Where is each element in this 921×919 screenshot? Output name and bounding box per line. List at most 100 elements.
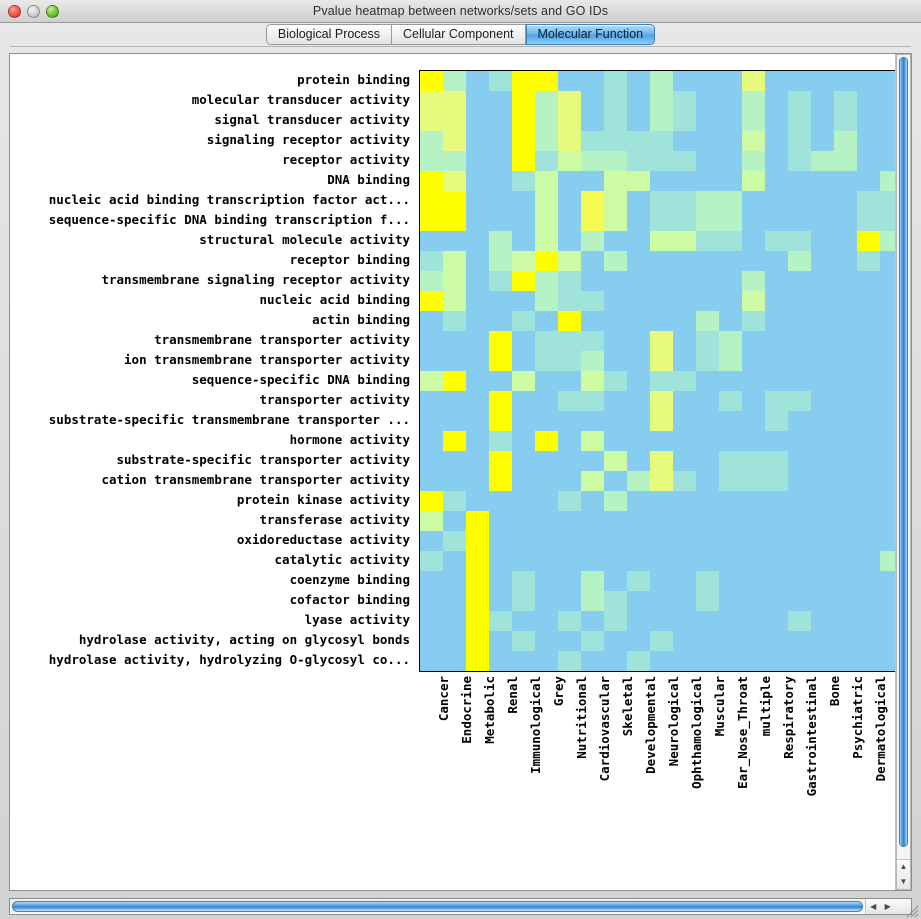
heatmap-cell[interactable] [489, 351, 512, 371]
heatmap-cell[interactable] [696, 511, 719, 531]
heatmap-cell[interactable] [788, 451, 811, 471]
heatmap-cell[interactable] [788, 71, 811, 91]
heatmap-cell[interactable] [604, 491, 627, 511]
heatmap-cell[interactable] [742, 631, 765, 651]
heatmap-cell[interactable] [834, 431, 857, 451]
heatmap-cell[interactable] [489, 531, 512, 551]
heatmap-cell[interactable] [420, 411, 443, 431]
heatmap-cell[interactable] [880, 551, 895, 571]
heatmap-cell[interactable] [811, 371, 834, 391]
heatmap-cell[interactable] [512, 211, 535, 231]
heatmap-cell[interactable] [535, 131, 558, 151]
heatmap-cell[interactable] [581, 91, 604, 111]
heatmap-cell[interactable] [811, 431, 834, 451]
heatmap-cell[interactable] [742, 451, 765, 471]
heatmap-cell[interactable] [765, 371, 788, 391]
heatmap-cell[interactable] [834, 391, 857, 411]
heatmap-cell[interactable] [742, 251, 765, 271]
heatmap-cell[interactable] [489, 391, 512, 411]
heatmap-cell[interactable] [673, 131, 696, 151]
heatmap-cell[interactable] [604, 531, 627, 551]
heatmap-cell[interactable] [650, 651, 673, 671]
heatmap-cell[interactable] [857, 171, 880, 191]
heatmap-cell[interactable] [489, 471, 512, 491]
heatmap-cell[interactable] [512, 131, 535, 151]
heatmap-cell[interactable] [535, 431, 558, 451]
heatmap-cell[interactable] [650, 571, 673, 591]
heatmap-cell[interactable] [834, 351, 857, 371]
heatmap-cell[interactable] [650, 531, 673, 551]
heatmap-cell[interactable] [443, 431, 466, 451]
horizontal-scrollbar-thumb[interactable] [12, 901, 863, 912]
heatmap-cell[interactable] [535, 331, 558, 351]
heatmap-cell[interactable] [604, 651, 627, 671]
heatmap-cell[interactable] [535, 191, 558, 211]
heatmap-cell[interactable] [489, 411, 512, 431]
heatmap-cell[interactable] [466, 271, 489, 291]
heatmap-cell[interactable] [466, 571, 489, 591]
heatmap-cell[interactable] [650, 151, 673, 171]
heatmap-cell[interactable] [535, 591, 558, 611]
heatmap-cell[interactable] [420, 591, 443, 611]
heatmap-cell[interactable] [696, 431, 719, 451]
heatmap-cell[interactable] [420, 331, 443, 351]
heatmap-cell[interactable] [558, 191, 581, 211]
heatmap-cell[interactable] [673, 511, 696, 531]
heatmap-cell[interactable] [604, 251, 627, 271]
heatmap-cell[interactable] [627, 451, 650, 471]
heatmap-cell[interactable] [765, 71, 788, 91]
heatmap-cell[interactable] [581, 391, 604, 411]
heatmap-cell[interactable] [581, 591, 604, 611]
heatmap-cell[interactable] [489, 171, 512, 191]
heatmap-cell[interactable] [466, 531, 489, 551]
heatmap-cell[interactable] [581, 211, 604, 231]
heatmap-cell[interactable] [788, 391, 811, 411]
heatmap-cell[interactable] [650, 191, 673, 211]
heatmap-cell[interactable] [719, 211, 742, 231]
heatmap-cell[interactable] [627, 431, 650, 451]
heatmap-cell[interactable] [512, 551, 535, 571]
heatmap-cell[interactable] [558, 311, 581, 331]
heatmap-cell[interactable] [857, 271, 880, 291]
heatmap-cell[interactable] [834, 571, 857, 591]
heatmap-cell[interactable] [650, 411, 673, 431]
heatmap-cell[interactable] [696, 111, 719, 131]
heatmap-cell[interactable] [719, 611, 742, 631]
heatmap-cell[interactable] [696, 331, 719, 351]
heatmap-cell[interactable] [719, 311, 742, 331]
heatmap-cell[interactable] [811, 491, 834, 511]
heatmap-cell[interactable] [880, 71, 895, 91]
heatmap-cell[interactable] [650, 491, 673, 511]
heatmap-cell[interactable] [857, 611, 880, 631]
heatmap-cell[interactable] [765, 551, 788, 571]
heatmap-cell[interactable] [420, 171, 443, 191]
heatmap-cell[interactable] [512, 111, 535, 131]
heatmap-cell[interactable] [742, 271, 765, 291]
heatmap-cell[interactable] [512, 191, 535, 211]
heatmap-cell[interactable] [765, 391, 788, 411]
heatmap-cell[interactable] [581, 271, 604, 291]
heatmap-cell[interactable] [466, 491, 489, 511]
heatmap-cell[interactable] [765, 331, 788, 351]
heatmap-cell[interactable] [466, 91, 489, 111]
heatmap-cell[interactable] [673, 491, 696, 511]
heatmap-cell[interactable] [719, 131, 742, 151]
heatmap-cell[interactable] [489, 451, 512, 471]
heatmap-cell[interactable] [627, 131, 650, 151]
minimize-button[interactable] [27, 4, 40, 18]
heatmap-cell[interactable] [581, 531, 604, 551]
heatmap-cell[interactable] [420, 311, 443, 331]
heatmap-cell[interactable] [673, 311, 696, 331]
heatmap-cell[interactable] [558, 151, 581, 171]
heatmap-cell[interactable] [742, 291, 765, 311]
zoom-button[interactable] [46, 4, 59, 18]
heatmap-cell[interactable] [420, 451, 443, 471]
heatmap-cell[interactable] [535, 491, 558, 511]
heatmap-cell[interactable] [742, 571, 765, 591]
heatmap-cell[interactable] [489, 591, 512, 611]
heatmap-cell[interactable] [857, 451, 880, 471]
heatmap-cell[interactable] [765, 491, 788, 511]
heatmap-cell[interactable] [650, 631, 673, 651]
heatmap-cell[interactable] [558, 631, 581, 651]
heatmap-cell[interactable] [627, 231, 650, 251]
